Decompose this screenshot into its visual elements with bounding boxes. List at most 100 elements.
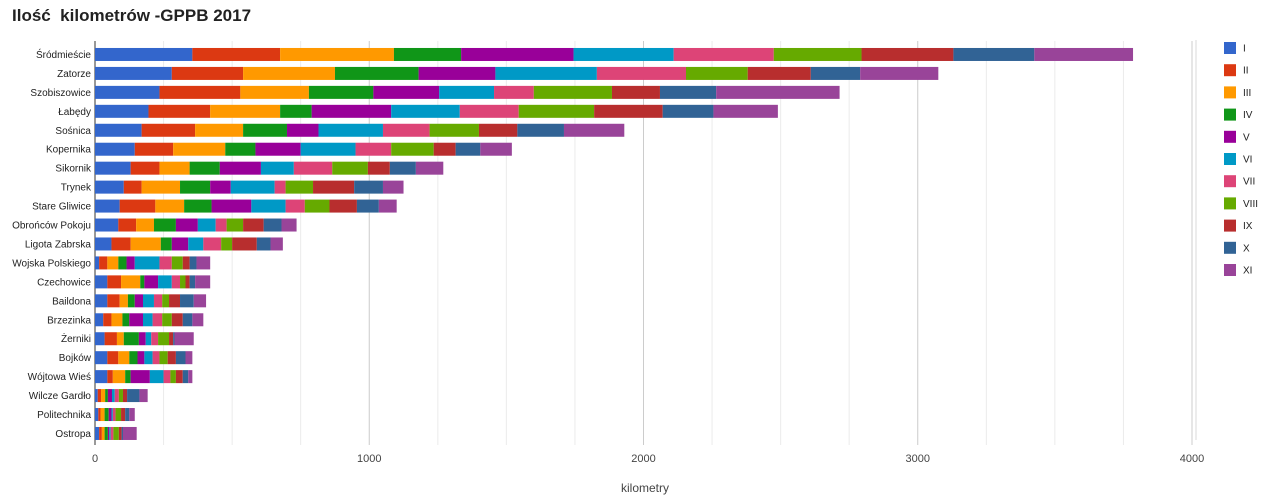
bar-segment bbox=[171, 256, 183, 270]
bar-segment bbox=[137, 351, 145, 365]
bar-segment bbox=[129, 313, 143, 327]
bar-segment bbox=[195, 123, 244, 137]
bar-segment bbox=[184, 199, 212, 213]
bar-segment bbox=[159, 256, 172, 270]
bar-segment bbox=[180, 180, 211, 194]
bar-segment bbox=[111, 237, 131, 251]
bar-segment bbox=[95, 370, 108, 384]
legend-label: IV bbox=[1243, 110, 1253, 121]
bar-segment bbox=[95, 275, 108, 289]
x-tick-label: 1000 bbox=[357, 453, 381, 465]
bar-segment bbox=[188, 370, 193, 384]
bar-segment bbox=[356, 199, 379, 213]
bar-segment bbox=[573, 47, 674, 61]
bar-segment bbox=[119, 199, 156, 213]
bar-segment bbox=[111, 408, 113, 422]
bar-segment bbox=[171, 275, 181, 289]
bar-segment bbox=[160, 237, 172, 251]
legend-swatch bbox=[1224, 241, 1236, 254]
bar-segment bbox=[189, 161, 220, 175]
bar-segment bbox=[139, 389, 148, 403]
bar-segment bbox=[773, 47, 862, 61]
bar-segment bbox=[126, 256, 135, 270]
category-label: Politechnika bbox=[37, 410, 91, 421]
bar-segment bbox=[144, 351, 153, 365]
bar-segment bbox=[125, 370, 131, 384]
bar-segment bbox=[141, 180, 181, 194]
bar-segment bbox=[188, 237, 204, 251]
bar-segment bbox=[101, 389, 106, 403]
bar-segment bbox=[107, 389, 113, 403]
bar-segment bbox=[478, 123, 518, 137]
category-labels: Śródmieście Zatorze Szobiszowice Łabędy Sośn… bbox=[12, 48, 92, 440]
bar-segment bbox=[98, 408, 101, 422]
bar-segment bbox=[495, 66, 597, 80]
bar-segment bbox=[251, 199, 286, 213]
bar-segment bbox=[152, 351, 160, 365]
legend-label: III bbox=[1243, 88, 1251, 99]
legend-swatch bbox=[1224, 86, 1236, 99]
bar-segment bbox=[123, 180, 142, 194]
bar-segment bbox=[263, 218, 282, 232]
bar-segment bbox=[153, 294, 163, 308]
bar-segment bbox=[195, 275, 211, 289]
bar-segment bbox=[180, 294, 194, 308]
bar-segment bbox=[121, 426, 123, 440]
x-tick-label: 3000 bbox=[906, 453, 930, 465]
bar-segment bbox=[149, 370, 164, 384]
bar-segment bbox=[747, 66, 811, 80]
bar-segment bbox=[151, 332, 159, 346]
bar-segment bbox=[171, 66, 244, 80]
bar-segment bbox=[611, 85, 660, 99]
bar-segment bbox=[378, 199, 397, 213]
bar-segment bbox=[95, 389, 98, 403]
bar-segment bbox=[112, 389, 115, 403]
bar-segment bbox=[119, 294, 128, 308]
category-label: Śródmieście bbox=[36, 48, 91, 61]
bar-segment bbox=[174, 332, 194, 346]
legend-swatch bbox=[1224, 197, 1236, 210]
bar-segment bbox=[354, 180, 383, 194]
bar-segment bbox=[130, 237, 161, 251]
bar-segment bbox=[189, 256, 197, 270]
bar-segment bbox=[103, 313, 112, 327]
bar-segment bbox=[95, 123, 142, 137]
bar-segment bbox=[391, 104, 460, 118]
bar-segment bbox=[155, 199, 185, 213]
x-tick-label: 2000 bbox=[631, 453, 655, 465]
bar-segment bbox=[280, 47, 394, 61]
legend-swatch bbox=[1224, 219, 1236, 232]
bar-segment bbox=[127, 294, 135, 308]
legend-swatch bbox=[1224, 130, 1236, 143]
bar-segment bbox=[107, 256, 119, 270]
bar-segment bbox=[107, 294, 120, 308]
bar-segment bbox=[114, 389, 119, 403]
bar-segment bbox=[169, 332, 174, 346]
bar-segment bbox=[142, 294, 154, 308]
bar-segment bbox=[125, 408, 130, 422]
bar-segment bbox=[659, 85, 717, 99]
category-label: Ostropa bbox=[55, 429, 91, 440]
bar-segment bbox=[196, 256, 211, 270]
category-label: Łabędy bbox=[58, 107, 91, 118]
category-label: Sośnica bbox=[55, 126, 91, 137]
bar-segment bbox=[243, 123, 287, 137]
bar-segment bbox=[123, 332, 139, 346]
bar-segment bbox=[518, 104, 595, 118]
bar-segment bbox=[185, 275, 190, 289]
legend-swatch bbox=[1224, 42, 1236, 54]
bar-segment bbox=[563, 123, 625, 137]
bar-segment bbox=[219, 161, 261, 175]
bar-segment bbox=[182, 256, 190, 270]
bar-segment bbox=[433, 142, 456, 156]
bar-segment bbox=[355, 142, 392, 156]
bar-segment bbox=[311, 104, 392, 118]
bar-segment bbox=[429, 123, 479, 137]
bar-segment bbox=[240, 85, 309, 99]
bar-segment bbox=[230, 180, 275, 194]
bar-segment bbox=[373, 85, 440, 99]
bar-segment bbox=[101, 426, 105, 440]
category-label: Zatorze bbox=[57, 69, 91, 80]
bar-segment bbox=[232, 237, 257, 251]
bars bbox=[95, 47, 1134, 440]
